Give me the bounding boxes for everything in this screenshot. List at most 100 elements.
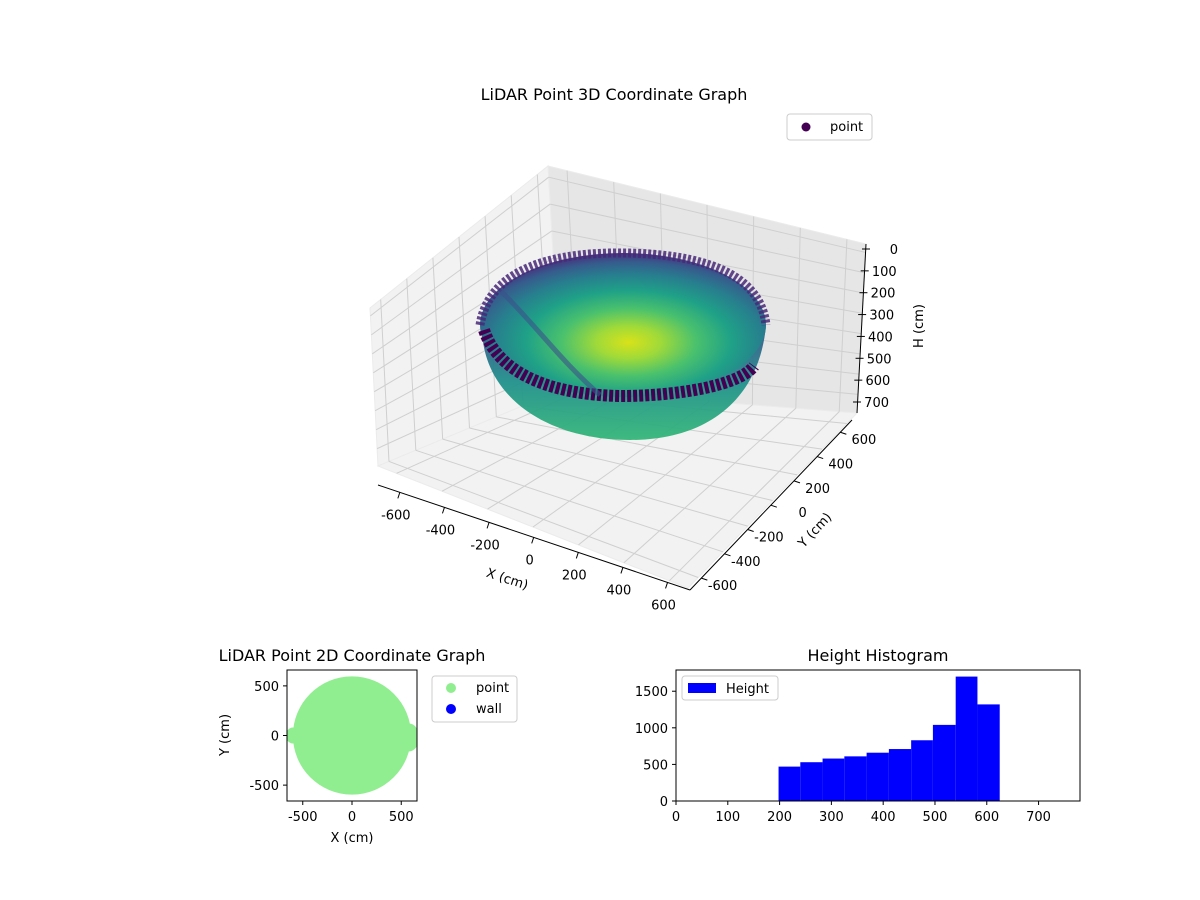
histogram-bar <box>778 766 801 801</box>
grid-back-z-line <box>551 230 864 294</box>
bowl-upper-rim <box>475 248 771 326</box>
grid-back-z-line <box>550 203 865 274</box>
histogram-bar <box>888 749 912 801</box>
y-tick-mark <box>817 456 824 460</box>
legend-2d-wall-marker <box>446 704 456 714</box>
grid-floor-y-line <box>469 427 773 501</box>
histogram-bar <box>844 756 867 801</box>
x-tick-label: 0 <box>526 553 534 568</box>
legend-2d-wall-label: wall <box>476 702 502 717</box>
z-axis-label: H (cm) <box>912 304 927 348</box>
chart-2d: LiDAR Point 2D Coordinate Graph -500 0 500… <box>218 646 518 846</box>
x-tick-label: 200 <box>562 568 587 583</box>
legend-2d-point-marker <box>446 683 456 693</box>
z-tick-label: 0 <box>890 243 898 258</box>
histogram-y-tick-label: 0 <box>660 795 668 810</box>
y-axis-ticks: -600 -400 -200 0 200 400 600 <box>701 431 876 594</box>
histogram-x-tick-label: 700 <box>1026 810 1051 825</box>
x-axis-2d-label: X (cm) <box>331 831 374 846</box>
x-2d-tick-label: 500 <box>389 810 414 825</box>
x-tick-mark <box>441 507 445 514</box>
x-tick-label: -400 <box>426 523 456 538</box>
histogram-bar <box>955 676 978 801</box>
y-tick-mark <box>724 553 731 557</box>
bowl-front-rim <box>478 327 759 403</box>
histogram-x-tick-label: 100 <box>715 810 740 825</box>
legend-2d: point wall <box>431 675 518 723</box>
y-tick-label: 0 <box>799 506 807 521</box>
histogram-x-tick-label: 200 <box>767 810 792 825</box>
plot-2d-area <box>287 676 417 795</box>
z-axis-line <box>856 243 867 414</box>
x-2d-tick-label: -500 <box>288 810 318 825</box>
x-tick-label: 400 <box>607 583 632 598</box>
x-tick-mark <box>665 582 669 589</box>
legend-2d-point-label: point <box>476 681 509 696</box>
histogram-bar <box>977 704 1000 801</box>
x-2d-tick-label: 0 <box>348 810 356 825</box>
x-axis-label: X (cm) <box>484 566 530 594</box>
y-tick-mark <box>793 480 801 484</box>
legend-3d-label: point <box>830 120 863 135</box>
y-2d-tick-label: -500 <box>249 779 279 794</box>
histogram-bar <box>822 758 845 801</box>
z-axis-ticks: 0 100 200 300 400 500 600 700 <box>853 243 898 411</box>
y-tick-mark <box>701 577 708 581</box>
grid-left-z-line <box>371 203 551 336</box>
x-tick-label: -200 <box>470 538 500 553</box>
x-axis-2d-ticks: -500 0 500 <box>288 801 414 825</box>
grid-back-x-line <box>838 239 848 412</box>
grid-floor-y-line <box>388 460 699 578</box>
histogram-bar <box>800 762 823 801</box>
histogram-legend-frame <box>681 675 779 701</box>
histogram-legend-label: Height <box>726 682 769 697</box>
y-tick-label: 200 <box>805 482 830 497</box>
y-tick-label: 400 <box>828 458 853 473</box>
grid-floor-y-line <box>496 416 798 476</box>
chart-2d-title: LiDAR Point 2D Coordinate Graph <box>219 646 486 665</box>
legend-3d-marker <box>801 122 811 132</box>
histogram-title: Height Histogram <box>808 646 949 665</box>
chart-3d: LiDAR Point 3D Coordinate Graph -600 -400… <box>369 85 927 613</box>
x-axis-ticks: -600 -400 -200 0 200 400 600 <box>381 492 676 613</box>
histogram-legend: Height <box>681 675 779 701</box>
legend-3d-frame <box>786 113 873 141</box>
grid-back-z-line <box>548 176 866 253</box>
histogram-x-tick-label: 300 <box>819 810 844 825</box>
y-2d-tick-label: 500 <box>254 680 279 695</box>
chart-histogram: Height Histogram 0 100 200 300 400 500 600 700 … <box>635 646 1081 825</box>
y-tick-label: -400 <box>731 555 761 570</box>
point-cloud-bulge-right <box>399 723 417 752</box>
grid-floor-y-line <box>442 438 748 527</box>
histogram-x-tick-label: 0 <box>672 810 680 825</box>
z-tick-label: 600 <box>865 374 890 389</box>
y-tick-mark <box>770 504 777 508</box>
x-tick-mark <box>531 537 535 544</box>
histogram-x-ticks: 0 100 200 300 400 500 600 700 <box>672 801 1051 825</box>
z-tick-label: 200 <box>871 287 896 302</box>
z-tick-label: 300 <box>869 309 894 324</box>
x-tick-mark <box>486 522 490 529</box>
point-cloud-bulge-left <box>287 727 300 744</box>
y-axis-2d-ticks: 500 0 -500 <box>249 680 287 794</box>
y-tick-mark <box>840 431 847 435</box>
point-cloud-bowl <box>475 248 771 440</box>
point-cloud-disc <box>292 676 412 795</box>
x-tick-mark <box>397 492 401 499</box>
grid-left-z-line <box>370 176 549 317</box>
histogram-x-tick-label: 400 <box>871 810 896 825</box>
histogram-y-ticks: 0 500 1000 1500 <box>635 685 676 810</box>
z-tick-label: 500 <box>867 352 892 367</box>
y-tick-label: -600 <box>708 579 738 594</box>
bowl-cut-edge <box>498 288 602 397</box>
grid-left-y-line <box>432 257 444 440</box>
y-2d-tick-label: 0 <box>271 730 279 745</box>
grid-floor-y-line <box>415 449 724 553</box>
x-tick-label: 600 <box>651 598 676 613</box>
histogram-y-tick-label: 1000 <box>635 722 668 737</box>
histogram-bar <box>866 752 889 801</box>
histogram-bar <box>911 740 933 801</box>
z-tick-label: 100 <box>872 265 897 280</box>
x-tick-mark <box>575 552 579 559</box>
